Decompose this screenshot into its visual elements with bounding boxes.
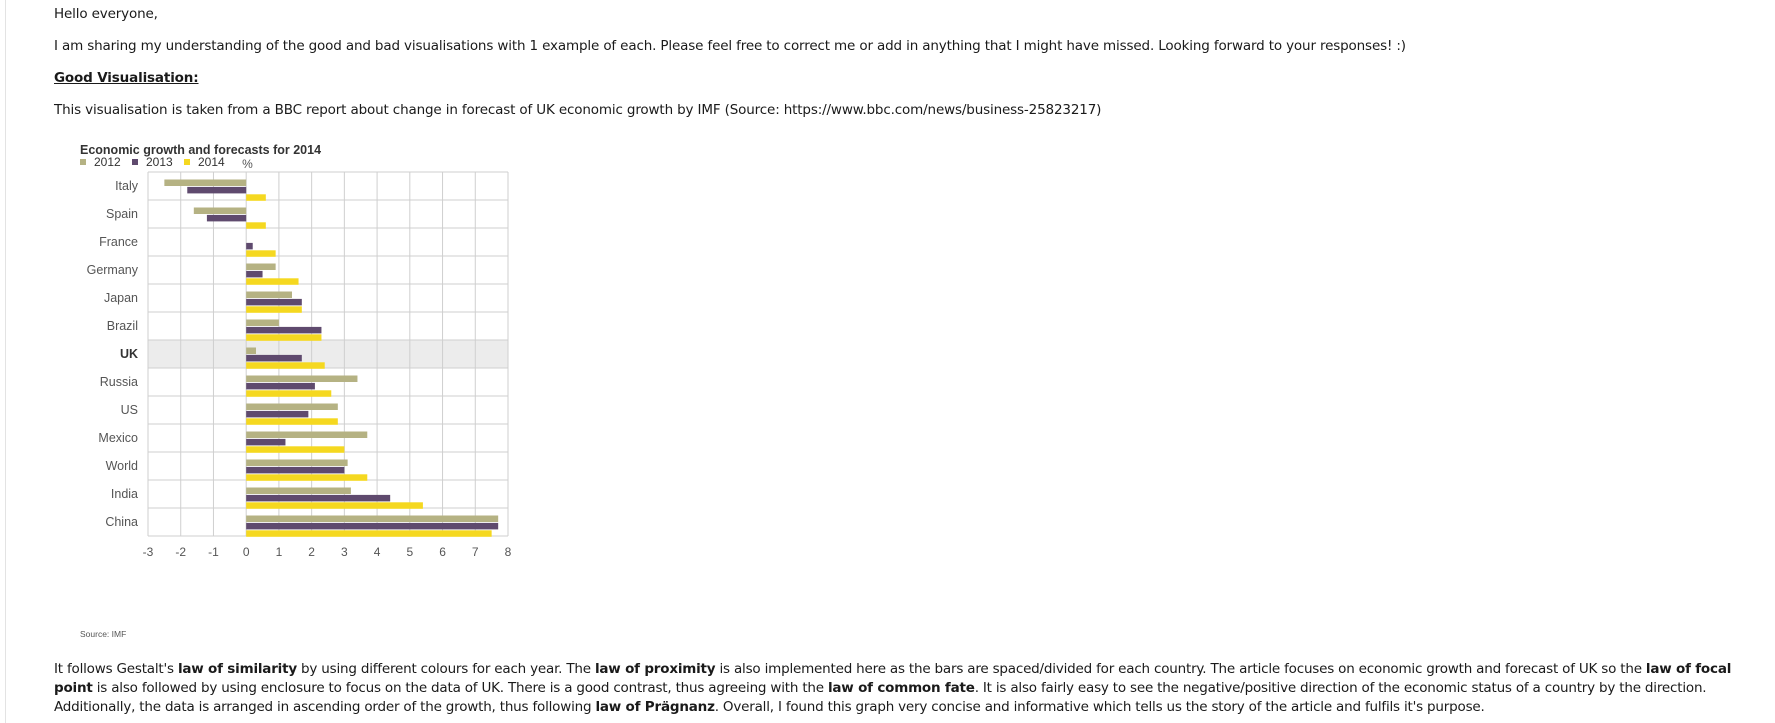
legend-label: 2012 (94, 155, 121, 169)
analysis-paragraph: It follows Gestalt's law of similarity b… (54, 660, 1769, 717)
category-label: Germany (87, 263, 139, 277)
greeting-text: Hello everyone, (54, 6, 158, 22)
gestalt-law-term: law of proximity (594, 661, 716, 677)
bar-2014-china (246, 530, 492, 537)
bar-2013-spain (206, 214, 247, 222)
category-label: Brazil (107, 319, 138, 333)
bar-2013-us (246, 410, 309, 418)
analysis-text-run: by using different colours for each year… (296, 661, 595, 677)
bar-2014-us (246, 418, 338, 425)
bar-2012-russia (246, 375, 358, 382)
gestalt-law-term: law of focal point (54, 661, 1732, 696)
bar-2012-us (246, 403, 338, 410)
bar-2013-china (246, 522, 499, 530)
section-heading: Good Visualisation: (54, 70, 199, 86)
bar-2014-uk (246, 362, 325, 369)
x-unit-label: % (242, 157, 253, 171)
category-label: Japan (104, 291, 138, 305)
bar-2012-brazil (246, 319, 279, 326)
bar-2013-brazil (246, 326, 322, 334)
x-tick-label: -2 (175, 545, 186, 559)
analysis-text-run: is also implemented here as the bars are… (715, 661, 1646, 677)
bar-2014-world (246, 474, 368, 481)
x-tick-label: 6 (439, 545, 446, 559)
category-label: India (111, 487, 138, 501)
x-tick-label: 7 (472, 545, 479, 559)
bar-2012-mexico (246, 431, 368, 438)
category-label: Mexico (98, 431, 138, 445)
plot-area: -3 -2 -1 0 1 2 3 4 5 6 7 8 Italy Spain France Germany Ja… (87, 171, 512, 559)
bar-2014-italy (246, 194, 266, 201)
bar-2012-spain (193, 207, 247, 214)
analysis-text-run: . Overall, I found this graph very conci… (714, 699, 1485, 715)
analysis-text-run: is also followed by using enclosure to f… (92, 680, 828, 696)
gestalt-law-term: law of common fate (827, 680, 975, 696)
uk-highlight-band (148, 340, 508, 368)
category-label: Italy (115, 179, 139, 193)
bar-2012-italy (164, 179, 247, 186)
x-tick-label: -1 (208, 545, 219, 559)
analysis-text-run: It follows Gestalt's (54, 661, 178, 677)
x-tick-label: 4 (374, 545, 381, 559)
bar-2013-italy (187, 186, 247, 194)
category-label: Spain (106, 207, 138, 221)
gestalt-law-term: law of Prägnanz (595, 699, 715, 715)
chart-title: Economic growth and forecasts for 2014 (80, 143, 321, 157)
bar-2013-germany (246, 270, 263, 278)
legend-swatch (80, 159, 86, 165)
bar-2014-spain (246, 222, 266, 229)
legend-swatch (132, 159, 138, 165)
bar-2013-russia (246, 382, 315, 390)
bar-2013-world (246, 466, 345, 474)
bar-2012-india (246, 487, 351, 494)
category-label: Russia (100, 375, 138, 389)
bar-2014-brazil (246, 334, 322, 341)
bar-2012-japan (246, 291, 292, 298)
bar-2014-india (246, 502, 423, 509)
x-tick-label: 0 (243, 545, 250, 559)
source-text: This visualisation is taken from a BBC r… (54, 102, 1102, 118)
bar-2014-mexico (246, 446, 345, 453)
growth-bar-chart: Economic growth and forecasts for 2014 2… (80, 143, 512, 639)
category-label: UK (120, 347, 138, 361)
gestalt-law-term: law of similarity (177, 661, 297, 677)
chart-source-note: Source: IMF (80, 629, 126, 639)
bar-2013-uk (246, 354, 302, 362)
post-left-border (5, 0, 6, 723)
legend-label: 2014 (198, 155, 225, 169)
legend-swatch (184, 159, 190, 165)
category-label: World (106, 459, 138, 473)
bar-2012-china (246, 515, 499, 522)
bar-2014-russia (246, 390, 332, 397)
bar-2014-france (246, 250, 276, 257)
chart-legend: 2012 2013 2014 (80, 155, 225, 169)
x-tick-label: 3 (341, 545, 348, 559)
bar-2013-france (246, 242, 253, 250)
bar-2012-world (246, 459, 348, 466)
bar-2012-uk (246, 347, 256, 354)
x-tick-label: 8 (505, 545, 512, 559)
category-label: US (121, 403, 138, 417)
x-tick-label: 2 (308, 545, 315, 559)
x-tick-label: -3 (143, 545, 154, 559)
x-tick-label: 5 (406, 545, 413, 559)
category-label: China (105, 515, 138, 529)
bar-2012-germany (246, 263, 276, 270)
legend-label: 2013 (146, 155, 173, 169)
bar-2014-germany (246, 278, 299, 285)
bar-2013-japan (246, 298, 302, 306)
bar-2014-japan (246, 306, 302, 313)
bar-2013-mexico (246, 438, 286, 446)
analysis-text-run: . It is also fairly easy to see the nega… (54, 680, 1707, 715)
x-tick-label: 1 (276, 545, 283, 559)
bar-2013-india (246, 494, 391, 502)
category-label: France (99, 235, 138, 249)
intro-text: I am sharing my understanding of the goo… (54, 38, 1406, 54)
